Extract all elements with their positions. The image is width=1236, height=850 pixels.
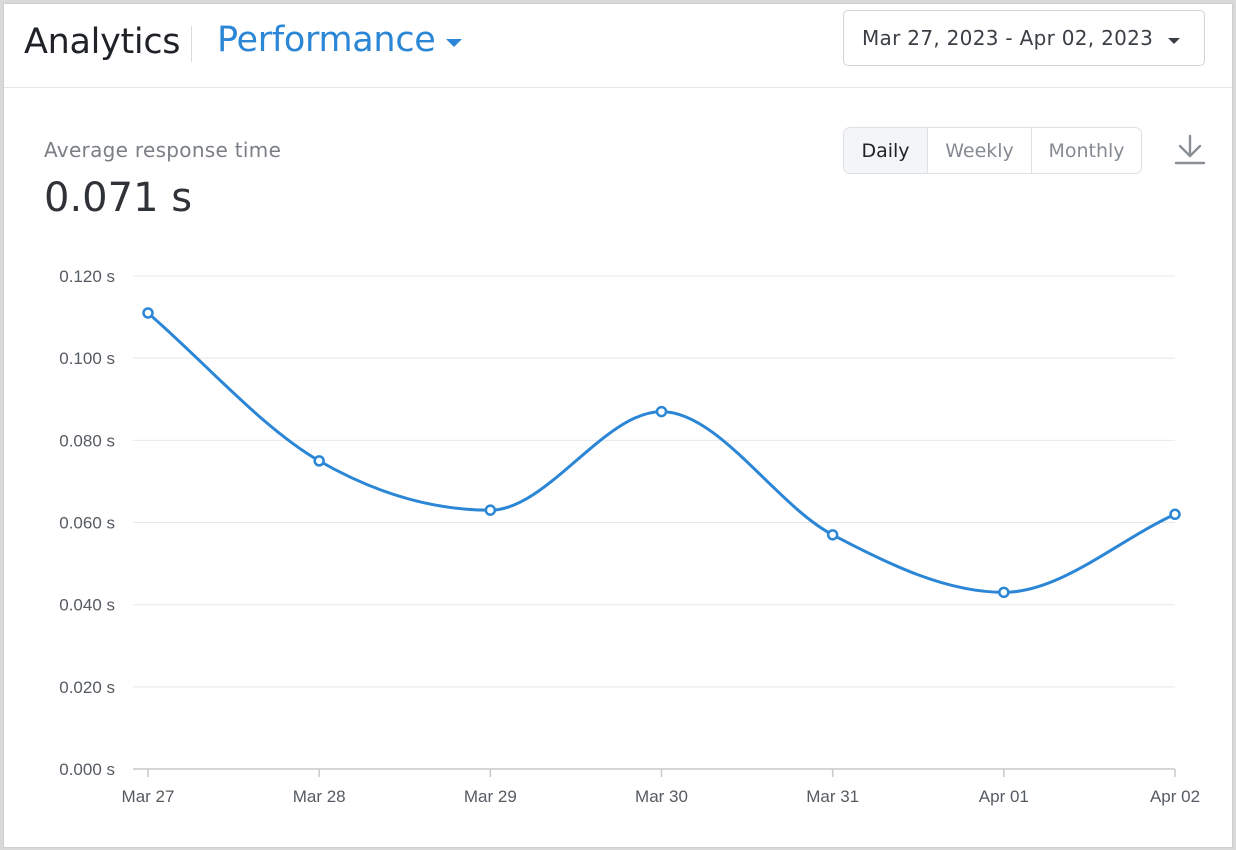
x-tick-label: Apr 01 bbox=[979, 787, 1029, 806]
app-title: Analytics bbox=[24, 22, 181, 62]
data-point[interactable] bbox=[484, 504, 497, 516]
y-tick-label: 0.100 s bbox=[59, 349, 115, 368]
download-icon[interactable] bbox=[1173, 133, 1207, 167]
analytics-panel: Analytics Performance Mar 27, 2023 - Apr… bbox=[3, 3, 1233, 848]
x-tick-label: Mar 29 bbox=[464, 787, 517, 806]
x-axis-labels: Mar 27 Mar 28 Mar 29 Mar 30 Mar 31 Apr 01 Apr … bbox=[122, 787, 1201, 806]
y-axis-labels: 0.000 s 0.020 s 0.040 s 0.060 s 0.080 s 0.100… bbox=[59, 267, 115, 779]
period-daily-button[interactable]: Daily bbox=[844, 128, 927, 173]
x-axis bbox=[133, 768, 1176, 777]
period-weekly-button[interactable]: Weekly bbox=[927, 128, 1031, 173]
chevron-down-icon bbox=[1168, 38, 1180, 44]
header: Analytics Performance Mar 27, 2023 - Apr… bbox=[4, 4, 1232, 88]
x-tick-label: Mar 27 bbox=[122, 787, 175, 806]
y-tick-label: 0.060 s bbox=[59, 514, 115, 533]
section-dropdown[interactable]: Performance bbox=[217, 20, 462, 60]
gridlines bbox=[133, 275, 1175, 688]
chevron-down-icon bbox=[445, 39, 462, 47]
date-range-picker[interactable]: Mar 27, 2023 - Apr 02, 2023 bbox=[843, 10, 1205, 66]
y-tick-label: 0.000 s bbox=[59, 760, 115, 779]
y-tick-label: 0.020 s bbox=[59, 678, 115, 697]
data-point[interactable] bbox=[142, 307, 154, 319]
y-tick-label: 0.040 s bbox=[59, 596, 115, 615]
x-tick-label: Mar 28 bbox=[293, 787, 346, 806]
y-tick-label: 0.080 s bbox=[59, 431, 115, 450]
y-tick-label: 0.120 s bbox=[59, 267, 115, 286]
metric-value: 0.071 s bbox=[44, 175, 193, 221]
response-time-chart: 0.000 s 0.020 s 0.040 s 0.060 s 0.080 s 0.100… bbox=[59, 267, 1201, 806]
data-point[interactable] bbox=[998, 586, 1010, 599]
data-point[interactable] bbox=[1169, 508, 1181, 521]
data-point[interactable] bbox=[313, 455, 325, 467]
data-point[interactable] bbox=[826, 529, 839, 541]
x-tick-label: Mar 30 bbox=[635, 787, 688, 806]
date-range-label: Mar 27, 2023 - Apr 02, 2023 bbox=[862, 26, 1154, 50]
header-divider bbox=[191, 26, 192, 62]
data-point[interactable] bbox=[655, 405, 668, 418]
period-toggle: Daily Weekly Monthly bbox=[843, 127, 1142, 174]
series-line bbox=[147, 311, 1176, 594]
data-points bbox=[142, 307, 1181, 599]
x-tick-label: Apr 02 bbox=[1150, 787, 1200, 806]
section-label: Performance bbox=[217, 20, 436, 60]
x-tick-label: Mar 31 bbox=[806, 787, 859, 806]
period-monthly-button[interactable]: Monthly bbox=[1031, 128, 1141, 173]
metric-label: Average response time bbox=[44, 138, 282, 162]
